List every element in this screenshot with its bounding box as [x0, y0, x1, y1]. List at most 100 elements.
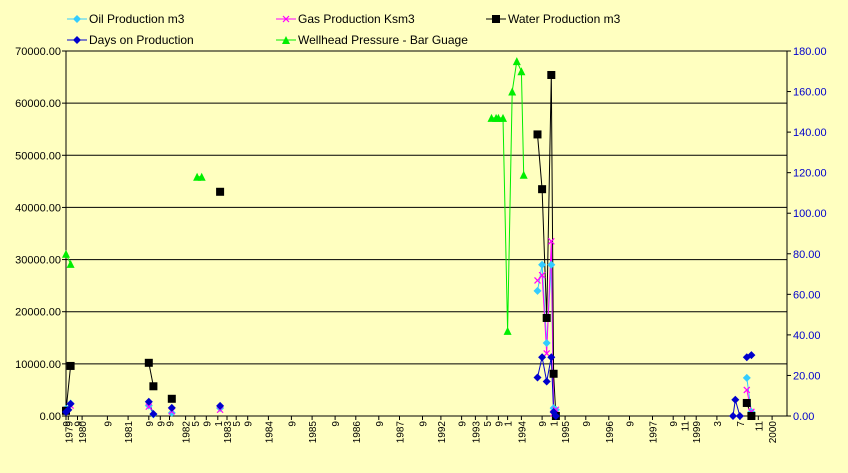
- legend-label-water: Water Production m3: [508, 12, 621, 26]
- x-axis-tick-label: 3: [713, 421, 724, 427]
- x-axis-tick-label: 9: [103, 421, 114, 427]
- legend-item-gas: Gas Production Ksm3: [276, 12, 415, 26]
- x-axis-tick-label: 1997: [649, 421, 660, 444]
- legend-label-days: Days on Production: [89, 33, 194, 47]
- days-data-point: [747, 351, 756, 360]
- water-data-point: [742, 398, 751, 407]
- legend-item-water: Water Production m3: [486, 12, 621, 26]
- left-axis-tick-label: 40000.00: [15, 202, 61, 214]
- x-axis-tick-label: 5: [483, 421, 494, 427]
- x-axis-tick-label: 1995: [561, 421, 572, 444]
- oil-data-point: [547, 260, 556, 269]
- left-axis-tick-label: 50000.00: [15, 150, 61, 162]
- x-axis-tick-label: 1: [550, 421, 561, 427]
- oil-data-point: [742, 373, 751, 382]
- gas-data-point: [743, 386, 751, 394]
- x-axis-tick-label: 1984: [264, 421, 275, 444]
- x-axis-tick-label: 1982: [182, 421, 193, 444]
- x-axis-tick-label: 1994: [517, 421, 528, 444]
- x-axis-tick-label: 9: [458, 421, 469, 427]
- pressure-data-point: [512, 57, 521, 66]
- x-axis-tick-label: 1993: [471, 421, 482, 444]
- days-data-point: [547, 353, 556, 362]
- pressure-data-point: [508, 87, 517, 96]
- water-data-point: [538, 185, 547, 194]
- gas-data-point: [543, 350, 551, 357]
- x-axis-tick-label: 7: [736, 421, 747, 427]
- x-axis-tick-label: 9: [62, 421, 73, 427]
- legend-marker-gas: [282, 15, 290, 23]
- days-data-point: [735, 412, 744, 420]
- days-data-point: [731, 395, 740, 404]
- pressure-data-point: [519, 170, 528, 179]
- legend: Oil Production m3 Gas Production Ksm3 Wa…: [67, 12, 621, 47]
- x-axis-tick-label: 1992: [437, 421, 448, 444]
- days-data-point: [167, 403, 176, 412]
- right-axis-tick-label: 100.00: [793, 208, 827, 220]
- water-data-point: [542, 313, 551, 322]
- gridlines: [66, 50, 787, 365]
- water-series-line: [537, 74, 557, 417]
- x-axis-tick-label: 9: [156, 421, 167, 427]
- x-axis-tick-label: 1: [504, 421, 515, 427]
- water-data-point: [216, 187, 225, 196]
- pressure-data-point: [66, 259, 75, 268]
- x-axis-tick-label: 1987: [396, 421, 407, 444]
- legend-item-oil: Oil Production m3: [67, 12, 185, 26]
- right-axis-tick-label: 180.00: [793, 46, 827, 58]
- x-axis-tick-label: 1980: [78, 421, 89, 444]
- legend-label-gas: Gas Production Ksm3: [298, 12, 415, 26]
- x-axis-tick-label: 1981: [124, 421, 135, 444]
- pressure-data-point: [517, 67, 526, 76]
- left-axis-tick-label: 30000.00: [15, 255, 61, 267]
- right-axis-tick-label: 160.00: [793, 87, 827, 99]
- days-data-point: [149, 409, 158, 418]
- x-axis-tick-label: 1983: [223, 421, 234, 444]
- days-data-point: [216, 401, 225, 410]
- days-data-point: [542, 377, 551, 386]
- water-data-point: [149, 382, 158, 391]
- x-axis-tick-label: 2000: [768, 421, 779, 444]
- right-axis-tick-label: 60.00: [793, 289, 821, 301]
- gas-data-point: [547, 237, 555, 245]
- pressure-data-point: [499, 113, 507, 122]
- water-series-line: [65, 365, 72, 411]
- right-axis-tick-label: 40.00: [793, 330, 821, 342]
- water-data-point: [167, 394, 176, 403]
- left-axis-tick-label: 20000.00: [15, 307, 61, 319]
- x-axis-tick-label: 9: [166, 421, 177, 427]
- x-axis-tick-label: 9: [202, 421, 213, 427]
- days-data-point: [729, 412, 737, 420]
- legend-marker-days: [73, 36, 81, 44]
- water-data-point: [747, 412, 756, 420]
- right-axis-tick-label: 80.00: [793, 249, 821, 261]
- x-axis-tick-label: 9: [375, 421, 386, 427]
- pressure-data-point: [503, 326, 512, 335]
- oil-data-point: [533, 286, 542, 295]
- water-data-point: [66, 361, 75, 370]
- left-axis-tick-label: 70000.00: [15, 46, 61, 58]
- days-data-point: [66, 399, 75, 408]
- legend-item-pressure: Wellhead Pressure - Bar Guage: [276, 33, 468, 47]
- x-axis-tick-label: 9: [538, 421, 549, 427]
- axes: 0.0010000.0020000.0030000.0040000.005000…: [15, 46, 827, 443]
- right-axis-tick-label: 140.00: [793, 127, 827, 139]
- gas-data-point: [145, 403, 153, 411]
- x-axis-tick-label: 1999: [692, 421, 703, 444]
- water-data-point: [533, 130, 542, 139]
- x-axis-tick-label: 9: [626, 421, 637, 427]
- right-axis-tick-label: 120.00: [793, 168, 827, 180]
- x-axis-tick-label: 9: [582, 421, 593, 427]
- x-axis-tick-label: 11: [754, 421, 765, 432]
- legend-marker-water: [492, 15, 500, 23]
- left-axis-tick-label: 0.00: [40, 411, 61, 423]
- x-axis-tick-label: 5: [191, 421, 202, 427]
- oil-data-point: [167, 408, 176, 417]
- pressure-data-point: [197, 172, 206, 181]
- days-data-point: [144, 397, 153, 406]
- x-axis-tick-label: 9: [331, 421, 342, 427]
- legend-marker-pressure: [282, 36, 290, 44]
- legend-item-days: Days on Production: [67, 33, 194, 47]
